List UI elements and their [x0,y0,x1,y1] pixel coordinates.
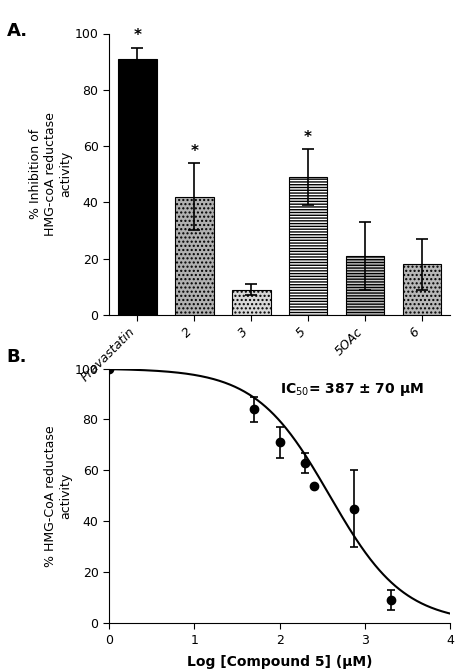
Y-axis label: % HMG-CoA reductase
activity: % HMG-CoA reductase activity [44,425,72,567]
Bar [346,256,384,315]
Text: A.: A. [7,22,28,40]
Text: B.: B. [7,348,27,366]
X-axis label: Log [Compound 5] (μM): Log [Compound 5] (μM) [187,655,373,669]
Text: *: * [304,130,312,145]
Text: IC$_{50}$= 387 ± 70 μM: IC$_{50}$= 387 ± 70 μM [280,381,423,398]
Text: *: * [191,144,198,159]
Bar [232,289,271,315]
Bar [289,177,328,315]
Y-axis label: % Inhibition of
HMG-coA reductase
activity: % Inhibition of HMG-coA reductase activi… [29,113,72,236]
Bar [175,197,214,315]
Text: *: * [134,28,141,44]
Bar [118,59,157,315]
Bar [402,264,441,315]
